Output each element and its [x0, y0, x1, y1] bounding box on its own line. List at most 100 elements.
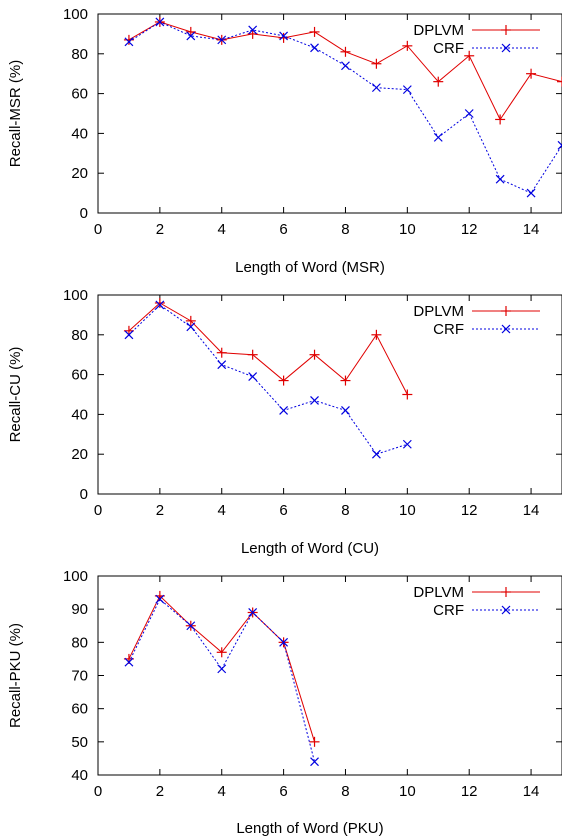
data-point-dplvm	[433, 76, 444, 87]
x-axis-label: Length of Word (CU)	[241, 540, 379, 557]
y-tick-label: 100	[63, 568, 88, 585]
data-point-dplvm	[123, 34, 134, 45]
data-point-crf	[402, 85, 412, 95]
y-tick-label: 90	[71, 601, 88, 618]
legend-label: DPLVM	[413, 584, 464, 601]
y-tick-label: 80	[71, 46, 88, 63]
x-tick-label: 6	[279, 221, 287, 238]
x-tick-label: 14	[523, 221, 540, 238]
data-point-crf	[124, 37, 134, 47]
x-tick-label: 0	[94, 221, 102, 238]
y-tick-label: 40	[71, 406, 88, 423]
data-point-dplvm	[309, 26, 320, 37]
x-tick-label: 4	[218, 502, 226, 519]
data-point-crf	[464, 109, 474, 118]
x-tick-label: 0	[94, 502, 102, 519]
data-point-crf	[495, 174, 505, 184]
legend-marker	[501, 43, 511, 53]
x-tick-label: 2	[156, 783, 164, 800]
x-tick-label: 10	[399, 221, 416, 238]
legend-marker	[501, 605, 511, 615]
series-line-crf	[128, 21, 562, 194]
y-tick-label: 40	[71, 767, 88, 784]
data-point-crf	[279, 31, 289, 41]
x-tick-label: 12	[461, 221, 478, 238]
y-tick-label: 60	[71, 86, 88, 103]
data-point-dplvm	[216, 647, 227, 658]
data-point-crf	[341, 61, 350, 71]
data-point-crf	[310, 757, 319, 767]
data-point-dplvm	[185, 315, 196, 326]
x-tick-label: 12	[461, 783, 478, 800]
x-tick-label: 6	[279, 502, 287, 519]
data-point-crf	[186, 322, 196, 332]
x-tick-label: 12	[461, 502, 478, 519]
data-point-dplvm	[278, 375, 289, 386]
series-crf	[124, 300, 412, 459]
data-point-crf	[557, 140, 562, 150]
legend-marker	[501, 25, 511, 35]
data-point-dplvm	[309, 349, 320, 360]
plot-frame	[97, 294, 562, 495]
plot-frame	[97, 13, 562, 214]
legend-label: DPLVM	[413, 22, 464, 39]
series-line-crf	[128, 598, 316, 762]
legend-label: CRF	[433, 321, 464, 338]
data-point-crf	[124, 657, 134, 667]
data-point-crf	[217, 360, 227, 370]
data-point-crf	[433, 132, 443, 142]
y-axis-label: Recall-MSR (%)	[7, 60, 24, 168]
y-tick-label: 100	[63, 6, 88, 23]
data-point-dplvm	[526, 68, 537, 79]
x-axis-label: Length of Word (MSR)	[235, 259, 385, 276]
x-axis-label: Length of Word (PKU)	[236, 820, 383, 837]
x-tick-label: 14	[523, 783, 540, 800]
data-point-dplvm	[495, 114, 506, 125]
data-point-crf	[248, 372, 258, 382]
data-point-dplvm	[371, 329, 382, 340]
data-point-dplvm	[464, 50, 475, 61]
x-tick-label: 6	[279, 783, 287, 800]
y-tick-label: 80	[71, 634, 88, 651]
series-line-dplvm	[128, 302, 408, 395]
y-tick-label: 70	[71, 668, 88, 685]
data-point-crf	[155, 300, 165, 310]
legend-marker	[501, 306, 511, 316]
x-tick-label: 8	[341, 783, 349, 800]
data-point-crf	[526, 188, 536, 198]
data-point-crf	[217, 35, 227, 45]
series-crf	[124, 594, 319, 767]
x-tick-label: 2	[156, 502, 164, 519]
y-tick-label: 100	[63, 287, 88, 304]
x-tick-label: 10	[399, 783, 416, 800]
legend-marker	[501, 587, 511, 597]
data-point-dplvm	[340, 46, 351, 57]
y-tick-label: 40	[71, 125, 88, 142]
series-line-crf	[128, 304, 408, 455]
x-tick-label: 4	[218, 221, 226, 238]
data-point-dplvm	[557, 76, 562, 87]
data-point-dplvm	[309, 736, 320, 747]
data-point-crf	[248, 608, 258, 617]
data-point-crf	[402, 439, 412, 449]
data-point-dplvm	[402, 389, 413, 400]
x-tick-label: 8	[341, 502, 349, 519]
data-point-crf	[124, 330, 134, 340]
x-tick-label: 10	[399, 502, 416, 519]
data-point-crf	[341, 405, 350, 415]
chart-panel-1: 0 2 4 6 8 10 12 14 0 20 40 60 80 100 Length of Word (M…	[7, 6, 562, 276]
data-point-dplvm	[402, 40, 413, 51]
y-tick-label: 0	[80, 205, 88, 222]
legend-label: CRF	[433, 602, 464, 619]
y-tick-label: 60	[71, 701, 88, 718]
data-point-dplvm	[340, 375, 351, 386]
series-dplvm	[123, 16, 562, 125]
x-tick-label: 4	[218, 783, 226, 800]
data-point-dplvm	[278, 32, 289, 43]
data-point-crf	[248, 25, 258, 35]
series-crf	[124, 17, 562, 198]
data-point-crf	[155, 17, 165, 27]
data-point-dplvm	[216, 347, 227, 358]
data-point-crf	[371, 83, 381, 93]
x-tick-label: 0	[94, 783, 102, 800]
